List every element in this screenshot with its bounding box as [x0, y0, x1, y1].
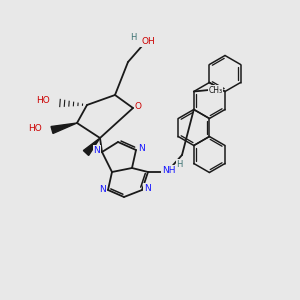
Text: O: O [135, 102, 142, 111]
Text: OH: OH [141, 37, 155, 46]
Polygon shape [51, 123, 77, 134]
Text: N: N [99, 185, 106, 194]
Text: H: H [130, 32, 136, 41]
Text: N: N [144, 184, 151, 193]
Text: CH₃: CH₃ [208, 85, 223, 94]
Text: N: N [138, 144, 145, 153]
Polygon shape [83, 138, 100, 155]
Text: H: H [176, 160, 183, 169]
Text: NH: NH [162, 166, 175, 175]
Text: N: N [93, 146, 100, 155]
Text: HO: HO [36, 96, 50, 105]
Text: HO: HO [28, 124, 41, 133]
